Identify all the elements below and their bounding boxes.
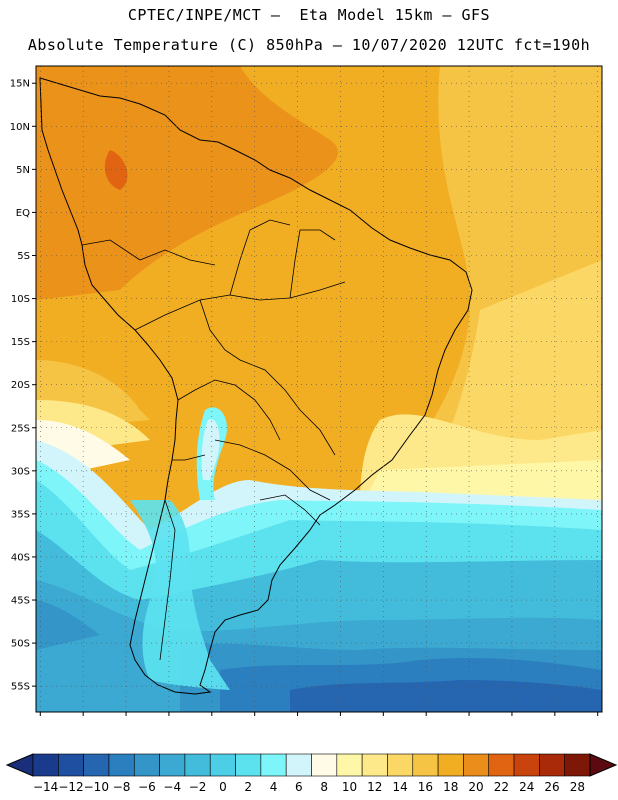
map-frame — [35, 65, 603, 713]
colorbar-swatch — [260, 753, 287, 777]
colorbar-label: 28 — [570, 780, 585, 794]
colorbar-swatch — [336, 753, 363, 777]
latitude-label: 25S — [11, 423, 30, 434]
temperature-field — [36, 66, 602, 712]
longitude-label: 25W — [544, 719, 567, 720]
latitude-label: 20S — [11, 380, 30, 391]
longitude-label: 55W — [286, 719, 309, 720]
grid-lines — [32, 66, 602, 716]
colorbar-label: 4 — [270, 780, 278, 794]
colorbar-label: 20 — [468, 780, 483, 794]
longitude-label: 40W — [415, 719, 438, 720]
latitude-label: 10S — [11, 294, 30, 305]
colorbar-swatch — [387, 753, 414, 777]
longitude-label: 60W — [243, 719, 266, 720]
latitude-labels: 15N 10N 5N EQ 5S 10S 15S 20S 25S 30S 35S 40S 45S 50S 5… — [10, 79, 30, 693]
country-borders — [81, 219, 346, 661]
colorbar-label: 0 — [219, 780, 227, 794]
colorbar-label: 24 — [519, 780, 534, 794]
colorbar-label: 12 — [367, 780, 382, 794]
latitude-label: 45S — [11, 596, 30, 607]
latitude-label: EQ — [16, 208, 30, 219]
longitude-label: 65W — [200, 719, 223, 720]
colorbar-swatch — [108, 753, 135, 777]
colorbar-swatch — [488, 753, 515, 777]
colorbar-swatch — [235, 753, 262, 777]
longitude-labels: 85W 80W 75W 70W 65W 60W 55W 50W 45W 40W 35W 30W 25W 2… — [29, 719, 609, 720]
latitude-label: 40S — [11, 552, 30, 563]
colorbar-swatch — [209, 753, 236, 777]
colorbar-label: 6 — [295, 780, 303, 794]
colorbar-label: 18 — [443, 780, 458, 794]
longitude-label: 80W — [72, 719, 95, 720]
longitude-label: 50W — [329, 719, 352, 720]
colorbar-label: 22 — [494, 780, 509, 794]
longitude-label: 20W — [586, 719, 609, 720]
colorbar-label: 14 — [392, 780, 407, 794]
longitude-label: 35W — [458, 719, 481, 720]
colorbar-label: 16 — [418, 780, 433, 794]
colorbar-label: 26 — [544, 780, 559, 794]
latitude-label: 5S — [17, 251, 30, 262]
colorbar-swatch — [412, 753, 439, 777]
latitude-label: 5N — [16, 165, 30, 176]
colorbar-label: 10 — [342, 780, 357, 794]
colorbar-label: −8 — [113, 780, 131, 794]
colorbar-swatch — [285, 753, 312, 777]
colorbar-swatch — [361, 753, 388, 777]
colorbar-label: −14 — [33, 780, 58, 794]
longitude-label: 75W — [115, 719, 138, 720]
colorbar-swatch — [83, 753, 110, 777]
colorbar-label: −4 — [163, 780, 181, 794]
colorbar-high-arrow — [589, 753, 618, 777]
colorbar-swatch — [133, 753, 160, 777]
latitude-label: 15N — [10, 79, 30, 90]
colorbar-swatch — [311, 753, 338, 777]
colorbar-swatch — [539, 753, 565, 777]
longitude-label: 30W — [501, 719, 524, 720]
colorbar-swatch — [564, 753, 591, 777]
coastline — [39, 77, 473, 695]
colorbar-swatch — [32, 753, 59, 777]
colorbar: −14 −12 −10 −8 −6 −4 −2 0 2 4 6 8 10 12 14 16 18 20 22 24 26… — [5, 753, 618, 794]
map-title-line-2: Absolute Temperature (C) 850hPa – 10/07/… — [27, 36, 591, 54]
latitude-label: 50S — [11, 639, 30, 650]
colorbar-label: 8 — [320, 780, 328, 794]
longitude-label: 70W — [158, 719, 181, 720]
colorbar-label: 2 — [244, 780, 252, 794]
map-title-line-1: CPTEC/INPE/MCT – Eta Model 15km – GFS — [127, 6, 491, 24]
temperature-map: 15N 10N 5N EQ 5S 10S 15S 20S 25S 30S 35S 40S 45S 50S 5… — [10, 65, 609, 720]
latitude-label: 55S — [11, 682, 30, 693]
colorbar-label: −10 — [84, 780, 109, 794]
colorbar-swatch — [513, 753, 540, 777]
colorbar-swatch — [184, 753, 211, 777]
latitude-label: 10N — [10, 122, 30, 133]
longitude-label: 45W — [372, 719, 395, 720]
colorbar-label: −2 — [189, 780, 207, 794]
colorbar-label: −6 — [138, 780, 156, 794]
latitude-label: 15S — [11, 337, 30, 348]
colorbar-swatch — [437, 753, 464, 777]
colorbar-swatch — [463, 753, 490, 777]
colorbar-swatch — [58, 753, 84, 777]
latitude-label: 30S — [11, 466, 30, 477]
colorbar-low-arrow — [5, 753, 34, 777]
longitude-label: 85W — [29, 719, 52, 720]
colorbar-swatch — [159, 753, 186, 777]
latitude-label: 35S — [11, 509, 30, 520]
colorbar-label: −12 — [58, 780, 83, 794]
